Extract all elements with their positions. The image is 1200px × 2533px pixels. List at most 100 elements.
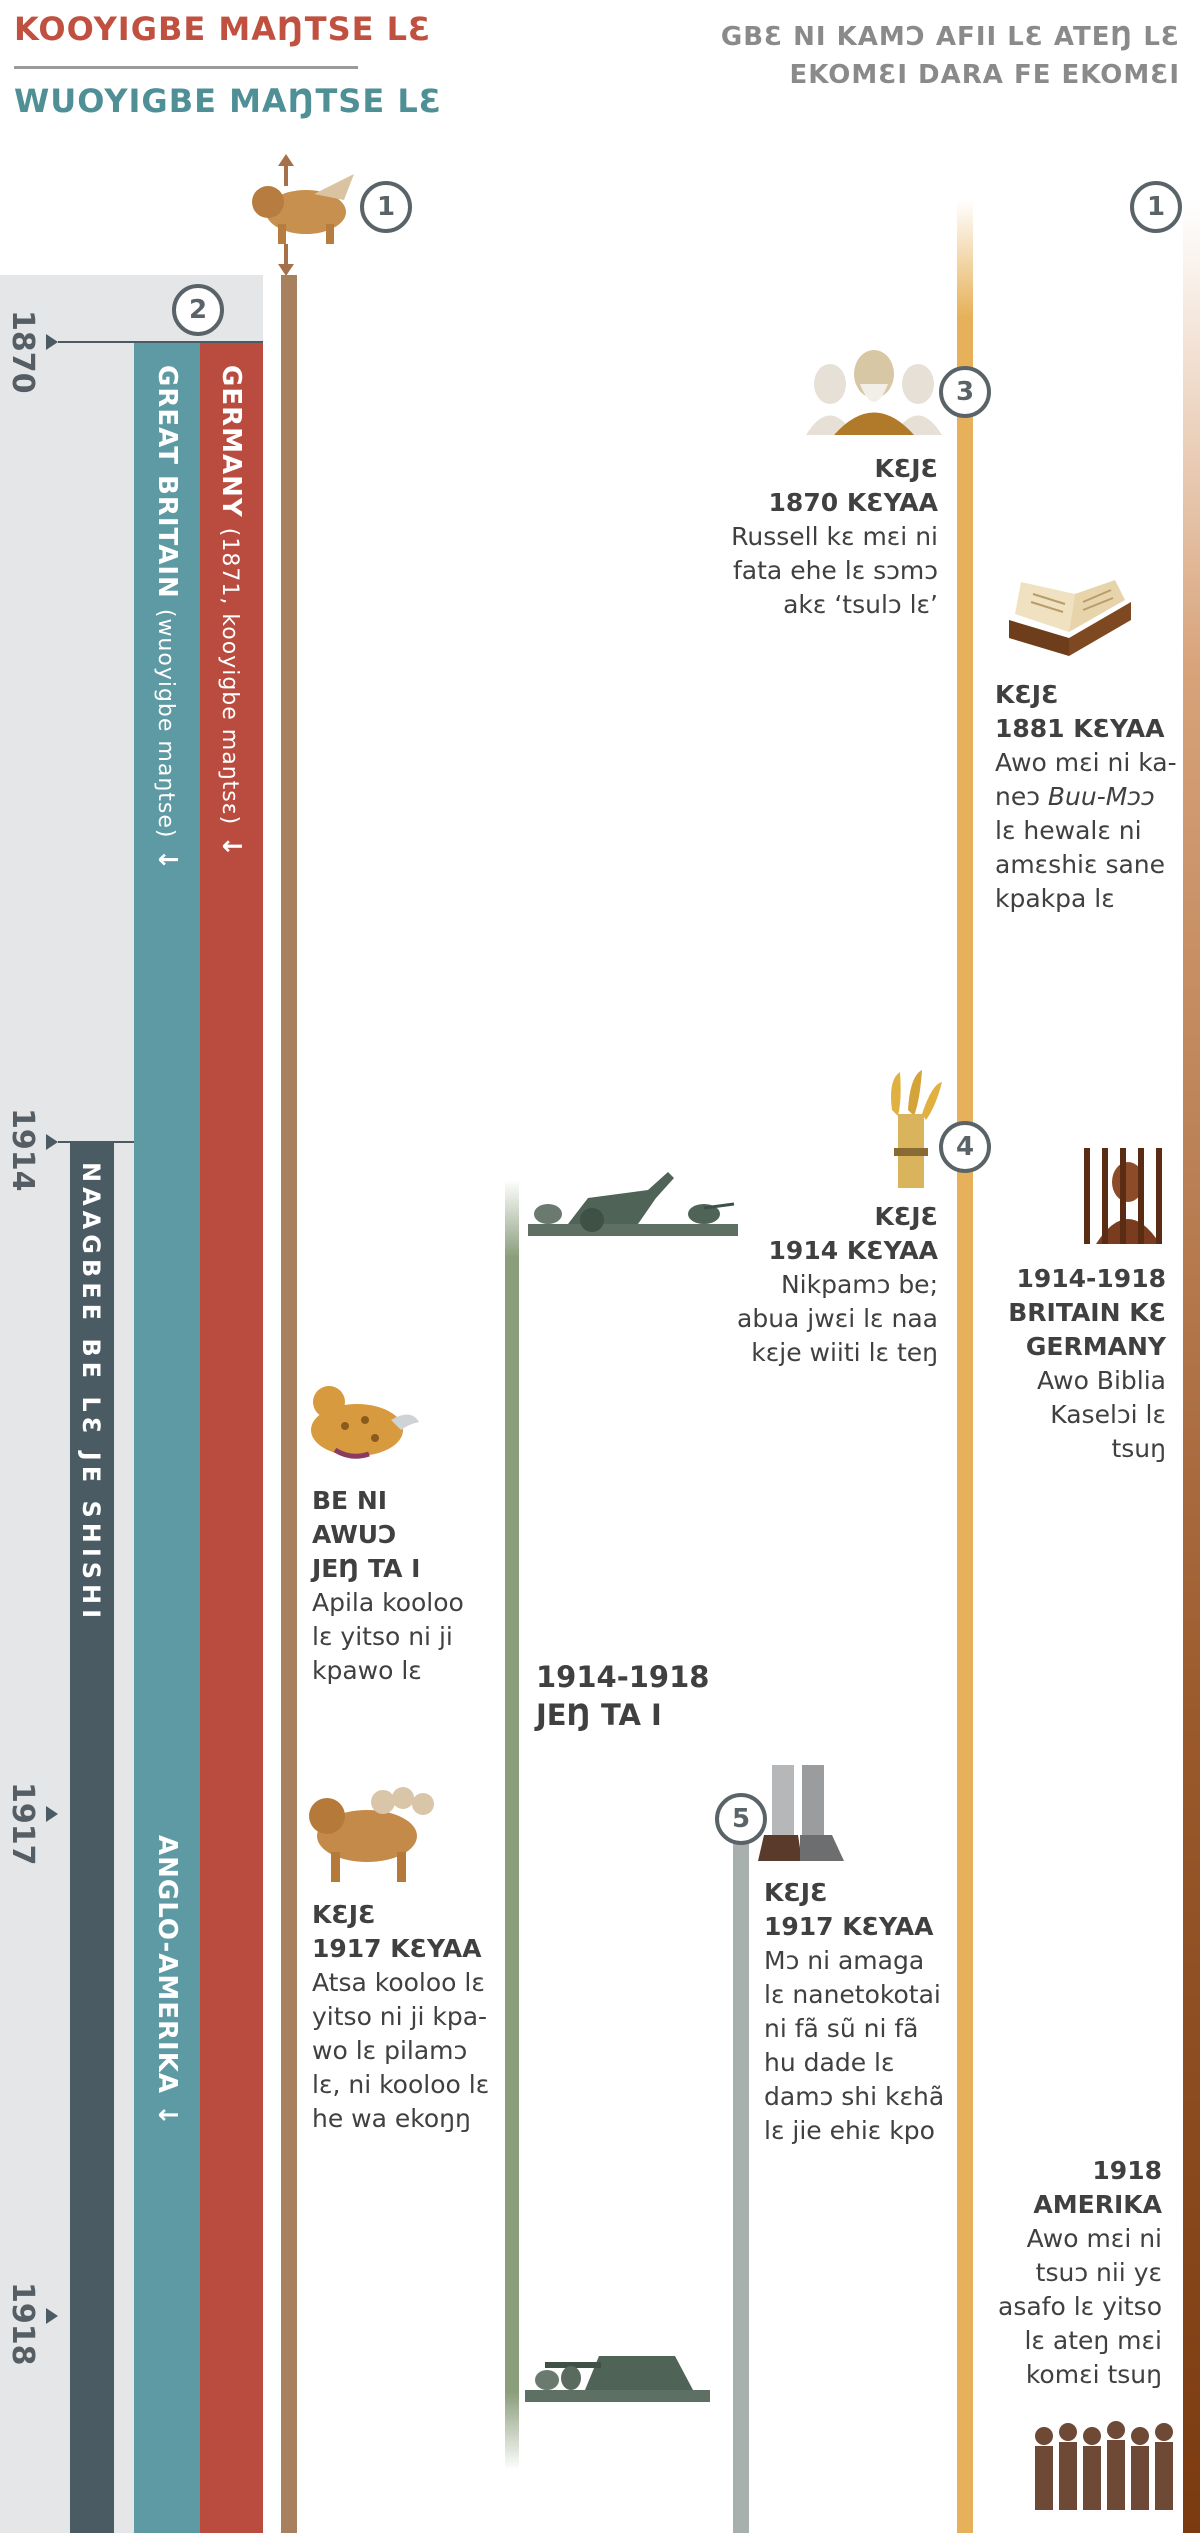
year-1917: 1917	[5, 1782, 40, 1866]
event-feet-line4: hu dade lɛ	[764, 2048, 895, 2077]
event-prison-head3: GERMANY	[1025, 1332, 1166, 1361]
event-prison-line1: Awo Biblia	[1037, 1366, 1166, 1395]
event-wound-line3: kpawo lɛ	[312, 1656, 422, 1685]
event-harvest-line3: kɛje wiiti lɛ teŋ	[751, 1338, 938, 1367]
right-heading-line2: EKOMƐI DARA FE EKOMƐI	[789, 60, 1180, 90]
war-timeline-bar	[505, 1180, 519, 2470]
tick-1870-line	[58, 341, 263, 343]
anglo-america-label: ANGLO-AMERIKA ↓	[152, 1835, 182, 2127]
event-russell-line2: fata ehe lɛ sɔmɔ	[733, 556, 938, 585]
event-america-head2: AMERIKA	[1033, 2190, 1162, 2219]
event-bible-line1: Awo mɛi ni ka-	[995, 748, 1177, 777]
marker-1-right: 1	[1130, 181, 1182, 233]
event-russell-line3: akɛ ‘tsulɔ lɛ’	[783, 590, 938, 619]
event-feet-head1: KƐJƐ	[764, 1878, 828, 1907]
event-feet-line6: lɛ jie ehiɛ kpo	[764, 2116, 935, 2145]
tick-1914-line	[58, 1141, 134, 1143]
year-1914: 1914	[5, 1108, 40, 1192]
tick-1870-icon	[46, 334, 58, 350]
lion-eagle-icon	[252, 154, 354, 276]
soldiers-tank-icon	[525, 2356, 710, 2402]
prison-bars-icon	[1084, 1148, 1162, 1244]
marker-1-left: 1	[360, 181, 412, 233]
event-america-line2: tsuɔ nii yɛ	[1035, 2258, 1162, 2287]
beast-icon	[309, 1787, 434, 1882]
event-harvest-line1: Nikpamɔ be;	[780, 1270, 938, 1299]
event-bible-line3: lɛ hewalɛ ni	[995, 816, 1142, 845]
world-war-label: 1914-1918 JEŊ TA I	[536, 1658, 716, 1734]
event-america-line4: lɛ ateŋ mɛi	[1024, 2326, 1162, 2355]
great-britain-label: GREAT BRITAIN (wuoyigbe maŋtse) ↓	[152, 365, 182, 872]
event-bible-1881: KƐJƐ 1881 KƐYAA Awo mɛi ni ka- neɔ Buu-M…	[995, 678, 1185, 916]
event-bible-line5: kpakpa lɛ	[995, 884, 1115, 913]
event-feet-line3: ni fã sũ ni fã	[764, 2014, 919, 2043]
tick-1918-icon	[46, 2308, 58, 2324]
header-divider	[14, 66, 358, 69]
tick-1914-icon	[46, 1134, 58, 1150]
event-feet-line5: damɔ shi kɛhã	[764, 2082, 945, 2111]
wounded-leopard-icon	[311, 1386, 419, 1459]
event-beast-line3: wo lɛ pilamɔ	[312, 2036, 468, 2065]
wuoyigbe-heading: WUOYIGBE MAŊTSE LƐ	[14, 82, 442, 120]
event-feet-head2: 1917 KƐYAA	[764, 1912, 934, 1941]
event-prison-line2: Kaselɔi lɛ	[1050, 1400, 1166, 1429]
event-feet-line2: lɛ nanetokotai	[764, 1980, 941, 2009]
event-prison-1914-1918: 1914-1918 BRITAIN KƐ GERMANY Awo Biblia …	[990, 1262, 1166, 1466]
germany-bar	[200, 342, 263, 2533]
event-prison-head2: BRITAIN KƐ	[1008, 1298, 1166, 1327]
marker-4: 4	[939, 1121, 991, 1173]
marker-2: 2	[172, 284, 224, 336]
year-1918: 1918	[5, 2282, 40, 2366]
event-wound-head3: JEŊ TA I	[312, 1554, 421, 1583]
world-war-name: JEŊ TA I	[536, 1698, 662, 1732]
event-russell-1870: KƐJƐ 1870 KƐYAA Russell kɛ mɛi ni fata e…	[700, 452, 938, 622]
main-timeline-bar	[281, 275, 297, 2533]
group-of-men-icon	[1035, 2421, 1173, 2510]
year-1870: 1870	[5, 310, 40, 394]
event-feet-1917: KƐJƐ 1917 KƐYAA Mɔ ni amaga lɛ nanetokot…	[764, 1876, 954, 2148]
event-wound: BE NI AWUƆ JEŊ TA I Apila kooloo lɛ yits…	[312, 1484, 492, 1688]
event-beast-line2: yitso ni ji kpa-	[312, 2002, 488, 2031]
event-harvest-1914: KƐJƐ 1914 KƐYAA Nikpamɔ be; abua jwɛi lɛ…	[700, 1200, 938, 1370]
event-beast-line1: Atsa kooloo lɛ	[312, 1968, 485, 1997]
event-wound-line1: Apila kooloo	[312, 1588, 464, 1617]
feet-timeline-bar	[733, 1840, 749, 2533]
event-america-line3: asafo lɛ yitso	[998, 2292, 1162, 2321]
event-russell-head1: KƐJƐ	[874, 454, 938, 483]
event-beast-1917: KƐJƐ 1917 KƐYAA Atsa kooloo lɛ yitso ni …	[312, 1898, 502, 2136]
event-beast-head1: KƐJƐ	[312, 1900, 376, 1929]
brown-timeline-bar	[1183, 200, 1200, 2533]
event-america-line1: Awo mɛi ni	[1026, 2224, 1162, 2253]
event-russell-line1: Russell kɛ mɛi ni	[731, 522, 938, 551]
iron-clay-feet-icon	[758, 1765, 844, 1861]
event-beast-line4: lɛ, ni kooloo lɛ	[312, 2070, 490, 2099]
event-wound-line2: lɛ yitso ni ji	[312, 1622, 453, 1651]
russell-portrait-icon	[806, 350, 942, 435]
event-wound-head2: AWUƆ	[312, 1520, 397, 1549]
naagbee-bar	[70, 1142, 114, 2533]
kooyigbe-heading: KOOYIGBE MAŊTSE LƐ	[14, 10, 432, 48]
event-beast-line5: he wa ekoŋŋ	[312, 2104, 471, 2133]
event-russell-head2: 1870 KƐYAA	[768, 488, 938, 517]
artillery-soldiers-icon	[528, 1172, 738, 1236]
right-heading-line1: GBƐ NI KAMƆ AFII LƐ ATEŊ LƐ	[720, 22, 1180, 52]
event-prison-head1: 1914-1918	[1016, 1264, 1166, 1293]
event-bible-line2: neɔ Buu-Mɔɔ	[995, 782, 1155, 811]
event-bible-head2: 1881 KƐYAA	[995, 714, 1165, 743]
event-bible-line4: amɛshiɛ sane	[995, 850, 1166, 879]
open-bible-icon	[1009, 580, 1131, 656]
germany-label: GERMANY (1871, kooyigbe maŋtsɛ) ↓	[216, 365, 246, 859]
wheat-bundle-icon	[891, 1070, 942, 1188]
event-america-1918: 1918 AMERIKA Awo mɛi ni tsuɔ nii yɛ asaf…	[980, 2154, 1162, 2392]
world-war-years: 1914-1918	[536, 1660, 710, 1694]
marker-3: 3	[939, 366, 991, 418]
event-prison-line3: tsuŋ	[1111, 1434, 1166, 1463]
event-feet-line1: Mɔ ni amaga	[764, 1946, 925, 1975]
event-america-head1: 1918	[1092, 2156, 1162, 2185]
event-beast-head2: 1917 KƐYAA	[312, 1934, 482, 1963]
event-bible-head1: KƐJƐ	[995, 680, 1059, 709]
tick-1917-icon	[46, 1806, 58, 1822]
gold-timeline-bar	[957, 200, 973, 2533]
marker-5: 5	[715, 1793, 767, 1845]
event-america-line5: komɛi tsuŋ	[1025, 2360, 1162, 2389]
